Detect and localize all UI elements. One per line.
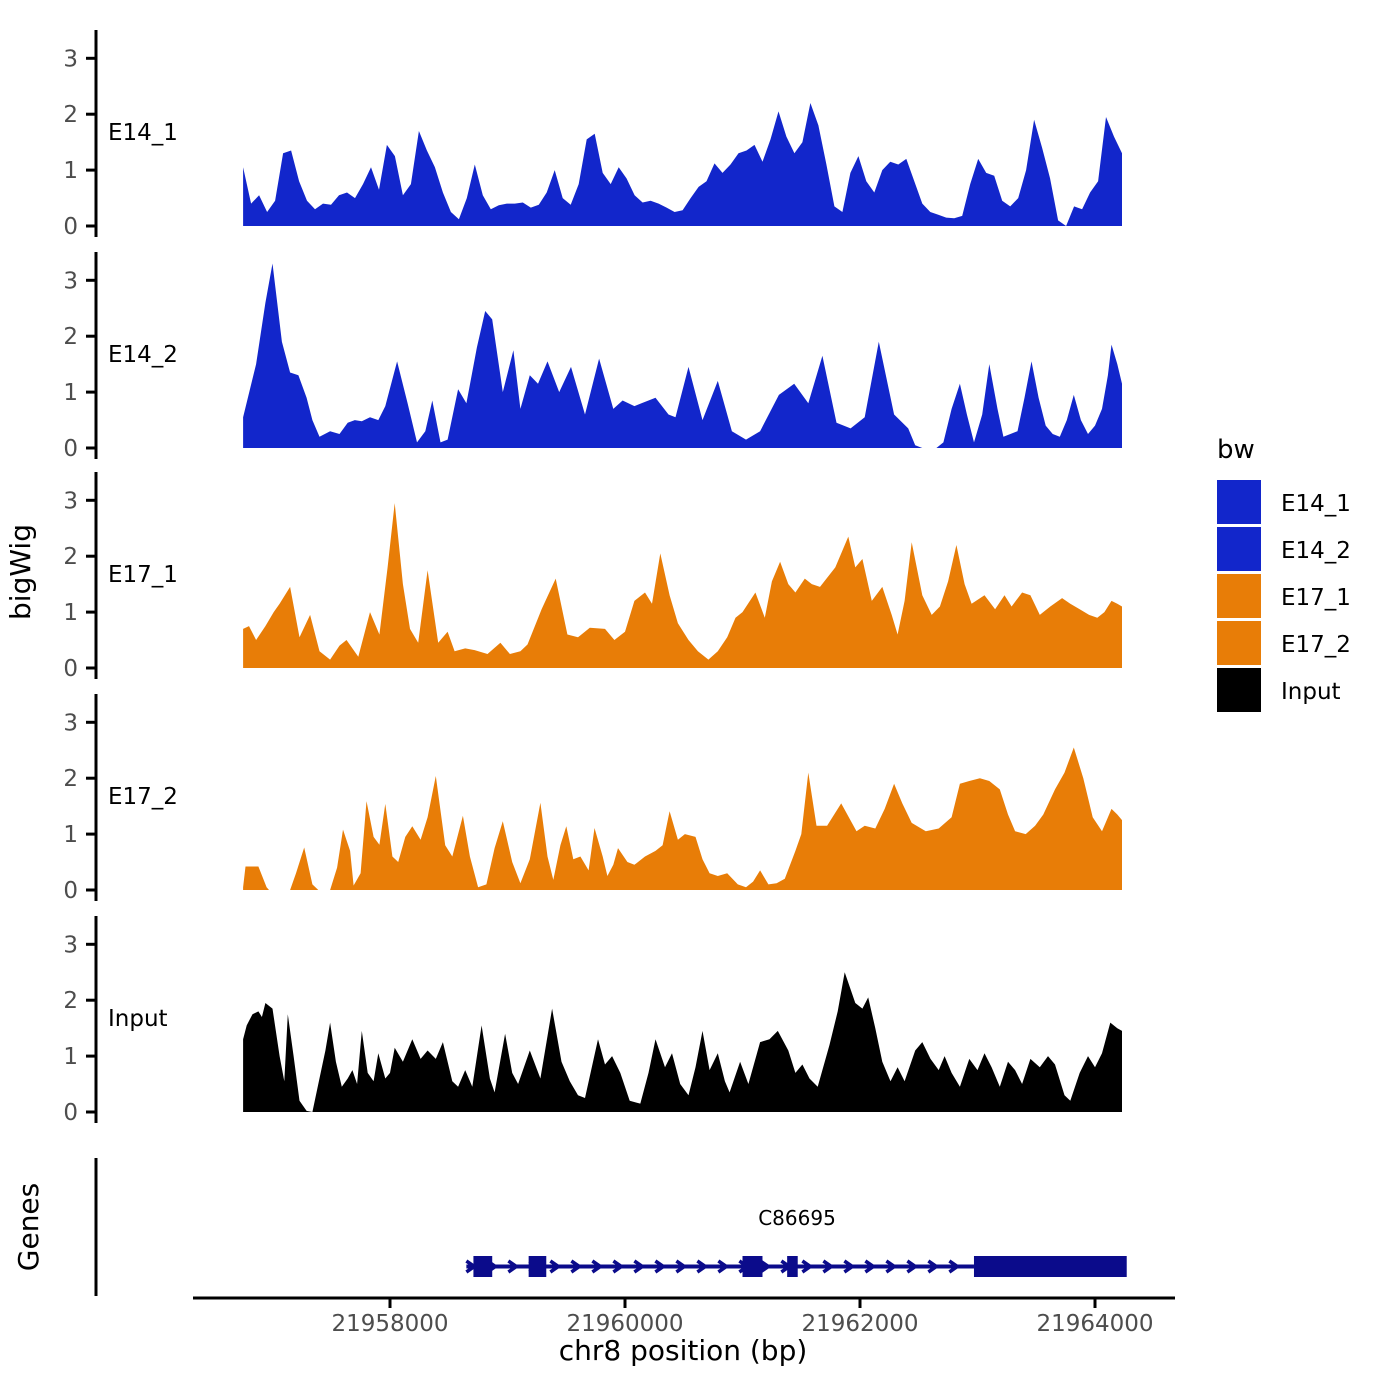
gene-strand-arrow-icon — [927, 1259, 940, 1274]
x-tick-label: 21958000 — [331, 1311, 448, 1337]
track-label-E14_1: E14_1 — [108, 120, 178, 146]
gene-strand-arrow-icon — [591, 1259, 604, 1274]
y-tick-label: 0 — [63, 878, 78, 904]
gene-strand-arrow-icon — [633, 1259, 646, 1274]
y-tick-label: 1 — [63, 822, 78, 848]
gene-strand-arrow-icon — [822, 1259, 835, 1274]
gene-strand-arrow-icon — [759, 1259, 772, 1274]
gene-strand-arrow-icon — [864, 1259, 877, 1274]
legend-key-Input — [1217, 668, 1261, 712]
coverage-tracks: 0 1 2 3 E14_1 0 1 2 3 E14_2 0 1 2 3 E17_1 0 1 2 3 E17_2 0 1 2 3… — [63, 30, 1123, 1126]
track-panel-E17_1: 0 1 2 3 E17_1 — [63, 472, 1123, 682]
y-tick-label: 0 — [63, 436, 78, 462]
gene-exon — [528, 1256, 547, 1277]
genes-axis-title: Genes — [12, 1183, 45, 1271]
track-area-E17_2 — [243, 747, 1123, 890]
y-tick-label: 2 — [63, 102, 78, 128]
y-tick-label: 3 — [63, 46, 78, 72]
legend: E14_1 E14_2 E17_1 E17_2 Input — [1217, 480, 1351, 712]
x-tick-label: 21964000 — [1036, 1311, 1153, 1337]
legend-label-E14_2: E14_2 — [1281, 538, 1351, 564]
gene-strand-arrow-icon — [612, 1259, 625, 1274]
legend-key-E14_2 — [1217, 527, 1261, 571]
y-tick-label: 3 — [63, 488, 78, 514]
y-tick-label: 1 — [63, 158, 78, 184]
gene-strand-arrow-icon — [696, 1259, 709, 1274]
y-tick-label: 3 — [63, 932, 78, 958]
track-panel-E14_1: 0 1 2 3 E14_1 — [63, 30, 1123, 240]
track-area-E14_2 — [243, 263, 1123, 448]
y-tick-label: 0 — [63, 656, 78, 682]
genes-track — [94, 1158, 1127, 1296]
gene-strand-arrow-icon — [843, 1259, 856, 1274]
legend-key-E14_1 — [1217, 480, 1261, 524]
x-tick-label: 21960000 — [566, 1311, 683, 1337]
track-label-E14_2: E14_2 — [108, 342, 178, 368]
y-tick-label: 1 — [63, 1044, 78, 1070]
gene-strand-arrow-icon — [570, 1259, 583, 1274]
gene-strand-arrow-icon — [906, 1259, 919, 1274]
track-label-E17_1: E17_1 — [108, 562, 178, 588]
y-tick-label: 3 — [63, 710, 78, 736]
track-panel-Input: 0 1 2 3 Input — [63, 916, 1123, 1126]
legend-title: bw — [1217, 435, 1255, 465]
gene-strand-arrow-icon — [885, 1259, 898, 1274]
legend-label-E14_1: E14_1 — [1281, 491, 1351, 517]
gene-strand-arrow-icon — [507, 1259, 520, 1274]
y-tick-label: 3 — [63, 268, 78, 294]
gene-exon — [787, 1256, 798, 1277]
gene-strand-arrow-icon — [717, 1259, 730, 1274]
y-tick-label: 2 — [63, 544, 78, 570]
gene-strand-arrow-icon — [654, 1259, 667, 1274]
x-axis-title: chr8 position (bp) — [559, 1334, 808, 1367]
gene-strand-arrow-icon — [675, 1259, 688, 1274]
track-area-E17_1 — [243, 503, 1123, 668]
legend-label-E17_1: E17_1 — [1281, 585, 1351, 611]
y-tick-label: 0 — [63, 214, 78, 240]
y-tick-label: 1 — [63, 600, 78, 626]
track-area-Input — [243, 972, 1123, 1112]
x-axis: 21958000 21960000 21962000 21964000 — [193, 1296, 1175, 1337]
legend-label-E17_2: E17_2 — [1281, 632, 1351, 658]
track-label-Input: Input — [108, 1006, 168, 1032]
legend-label-Input: Input — [1281, 679, 1341, 705]
track-panel-E17_2: 0 1 2 3 E17_2 — [63, 694, 1123, 904]
track-label-E17_2: E17_2 — [108, 784, 178, 810]
gene-strand-arrow-icon — [948, 1259, 961, 1274]
gene-label: C86695 — [758, 1206, 836, 1230]
y-axis-title: bigWig — [4, 524, 37, 620]
gene-terminal-exon — [973, 1256, 1127, 1277]
track-area-E14_1 — [243, 103, 1123, 226]
y-tick-label: 2 — [63, 988, 78, 1014]
legend-key-E17_1 — [1217, 574, 1261, 618]
gene-strand-arrow-icon — [549, 1259, 562, 1274]
x-tick-label: 21962000 — [801, 1311, 918, 1337]
y-tick-label: 2 — [63, 766, 78, 792]
gene-strand-arrow-icon — [801, 1259, 814, 1274]
gene-exon — [473, 1256, 493, 1277]
y-tick-label: 1 — [63, 380, 78, 406]
y-tick-label: 0 — [63, 1100, 78, 1126]
legend-key-E17_2 — [1217, 621, 1261, 665]
gene-exon — [742, 1256, 763, 1277]
track-panel-E14_2: 0 1 2 3 E14_2 — [63, 252, 1123, 462]
y-tick-label: 2 — [63, 324, 78, 350]
